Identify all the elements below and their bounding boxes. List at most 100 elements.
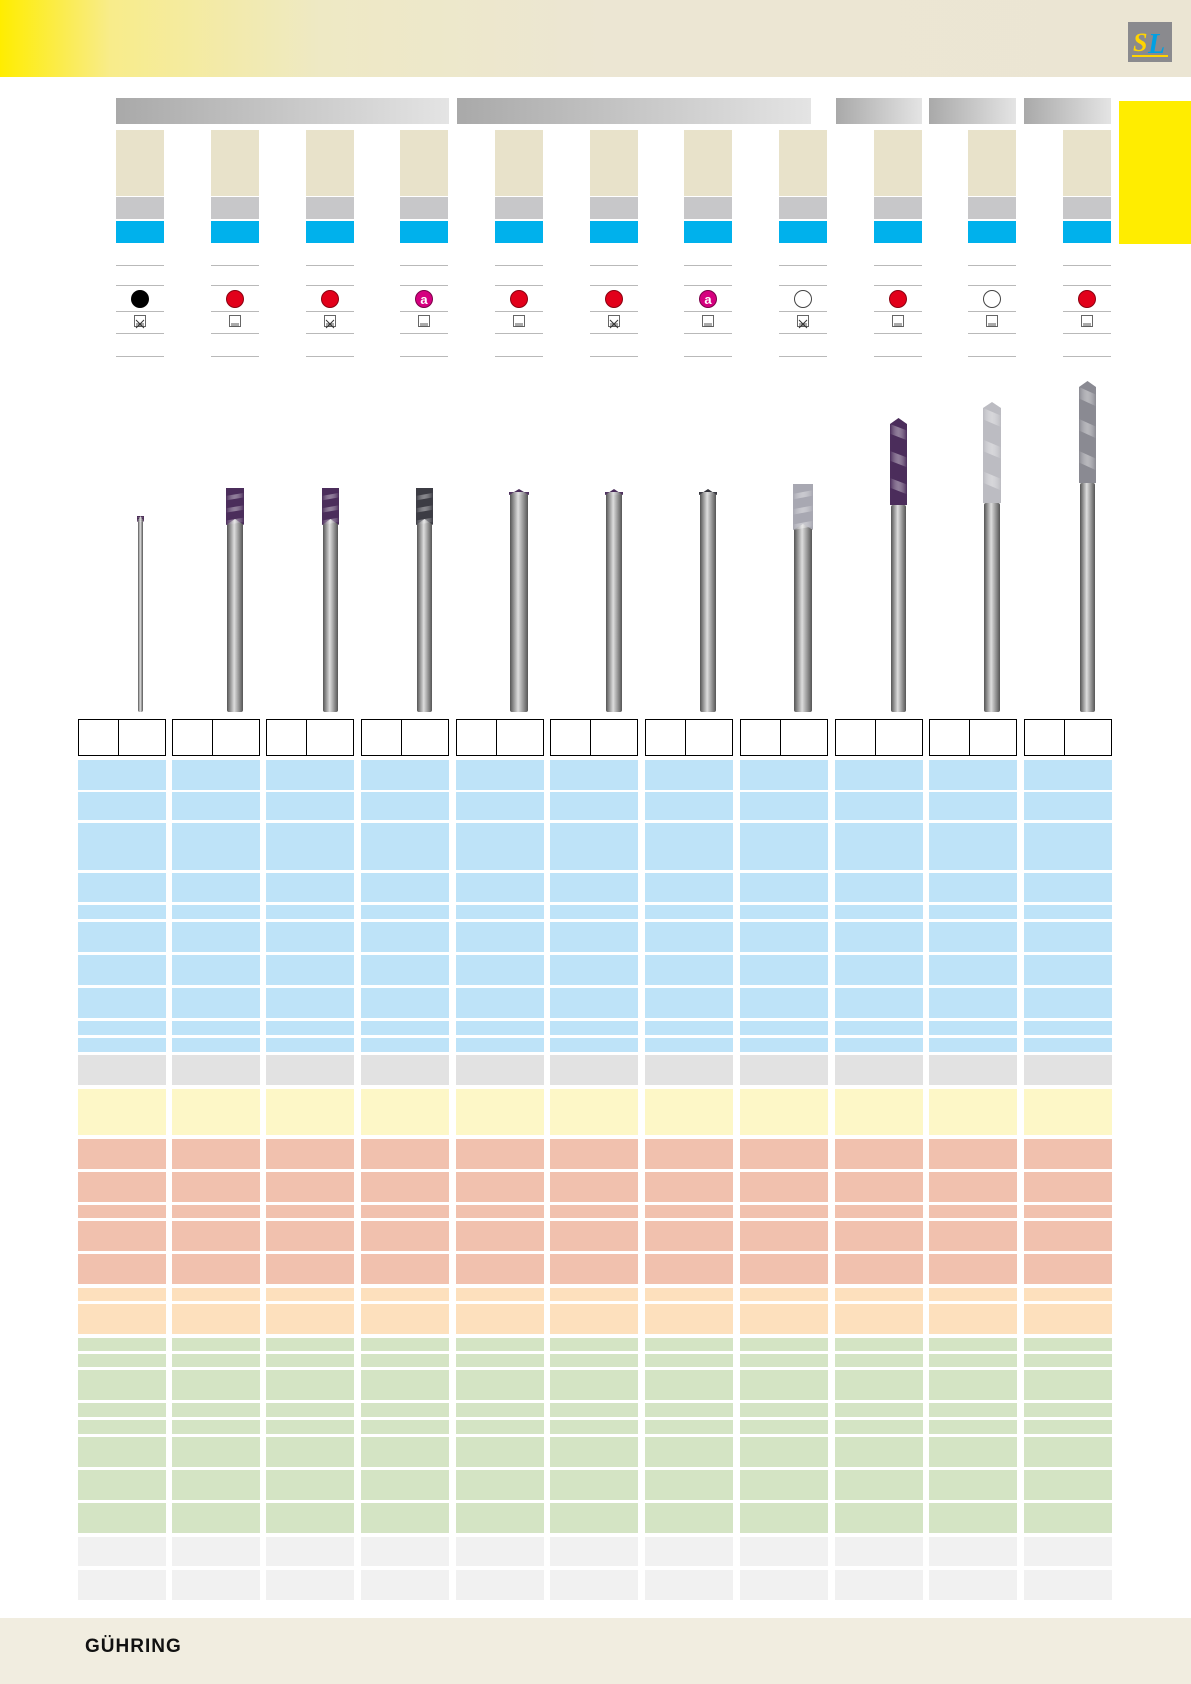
shank-x-icon <box>134 315 146 329</box>
tool-gray-strip <box>400 197 448 219</box>
symbol-divider <box>968 356 1016 357</box>
material-cell <box>835 1354 923 1367</box>
material-cell <box>929 1055 1017 1085</box>
column-head-right <box>496 719 544 756</box>
material-cell <box>740 1139 828 1169</box>
material-cell <box>1024 1338 1112 1351</box>
material-cell <box>456 1370 544 1400</box>
material-cell <box>550 1503 638 1533</box>
material-cell <box>740 760 828 790</box>
material-cell <box>550 1537 638 1566</box>
column-head-left <box>361 719 402 756</box>
tool-header-block <box>1063 130 1111 196</box>
column-head-left <box>78 719 119 756</box>
material-cell <box>929 760 1017 790</box>
material-cell <box>266 922 354 952</box>
material-cell <box>835 905 923 919</box>
symbol-divider <box>684 333 732 334</box>
material-cell <box>266 1537 354 1566</box>
column-head-left <box>835 719 876 756</box>
svg-text:L: L <box>1147 29 1165 60</box>
drill-bit-image <box>321 488 339 712</box>
section-tab[interactable] <box>1119 101 1191 244</box>
symbol-divider <box>684 311 732 312</box>
tool-gray-strip <box>495 197 543 219</box>
material-cell <box>929 1503 1017 1533</box>
material-cell <box>1024 1221 1112 1251</box>
material-cell <box>361 1503 449 1533</box>
symbol-divider <box>400 265 448 266</box>
material-cell <box>78 1221 166 1251</box>
material-cell <box>645 1470 733 1500</box>
material-cell <box>929 1420 1017 1434</box>
material-cell <box>550 1038 638 1052</box>
material-cell <box>929 1354 1017 1367</box>
material-cell <box>456 1055 544 1085</box>
symbol-divider <box>968 265 1016 266</box>
material-cell <box>645 905 733 919</box>
symbol-divider <box>1063 285 1111 286</box>
material-cell <box>835 1570 923 1600</box>
material-cell <box>1024 1570 1112 1600</box>
material-cell <box>1024 873 1112 902</box>
drill-bit-image <box>509 489 529 712</box>
material-cell <box>78 1172 166 1202</box>
column-head-right <box>780 719 828 756</box>
material-cell <box>645 1570 733 1600</box>
material-cell <box>172 1354 260 1367</box>
material-cell <box>172 1221 260 1251</box>
material-cell <box>266 1403 354 1417</box>
material-cell <box>740 1205 828 1218</box>
material-cell <box>361 823 449 870</box>
tool-blue-strip <box>968 221 1016 243</box>
group-bar-3 <box>836 98 922 124</box>
material-cell <box>550 988 638 1018</box>
magenta-dot-icon: a <box>415 290 433 308</box>
white-dot-icon <box>983 290 1001 308</box>
symbol-divider <box>211 265 259 266</box>
material-cell <box>361 1420 449 1434</box>
material-cell <box>550 1055 638 1085</box>
column-head-right <box>590 719 638 756</box>
material-cell <box>456 1254 544 1284</box>
material-cell <box>835 1021 923 1035</box>
material-cell <box>266 1470 354 1500</box>
material-cell <box>835 1470 923 1500</box>
material-cell <box>740 988 828 1018</box>
symbol-divider <box>968 285 1016 286</box>
shank-plain-icon <box>702 315 714 327</box>
shank-plain-icon <box>229 315 241 327</box>
material-cell <box>266 988 354 1018</box>
material-cell <box>361 922 449 952</box>
material-cell <box>78 922 166 952</box>
material-cell <box>172 1055 260 1085</box>
material-cell <box>266 1089 354 1135</box>
material-cell <box>172 1420 260 1434</box>
material-cell <box>835 1370 923 1400</box>
group-bar-1 <box>116 98 449 124</box>
material-cell <box>740 1055 828 1085</box>
material-cell <box>645 792 733 820</box>
material-cell <box>266 1221 354 1251</box>
material-cell <box>361 1205 449 1218</box>
shank-plain-icon <box>418 315 430 327</box>
material-cell <box>266 873 354 902</box>
material-cell <box>835 1089 923 1135</box>
symbol-divider <box>590 311 638 312</box>
material-cell <box>456 1038 544 1052</box>
material-cell <box>266 1503 354 1533</box>
material-cell <box>929 988 1017 1018</box>
material-cell <box>361 1470 449 1500</box>
material-cell <box>929 1370 1017 1400</box>
material-cell <box>456 1437 544 1467</box>
material-cell <box>740 1354 828 1367</box>
symbol-divider <box>684 356 732 357</box>
symbol-divider <box>306 333 354 334</box>
material-cell <box>929 1470 1017 1500</box>
symbol-divider <box>211 311 259 312</box>
material-cell <box>172 1205 260 1218</box>
material-cell <box>1024 1503 1112 1533</box>
material-cell <box>266 1288 354 1301</box>
material-cell <box>266 1420 354 1434</box>
material-cell <box>740 1288 828 1301</box>
